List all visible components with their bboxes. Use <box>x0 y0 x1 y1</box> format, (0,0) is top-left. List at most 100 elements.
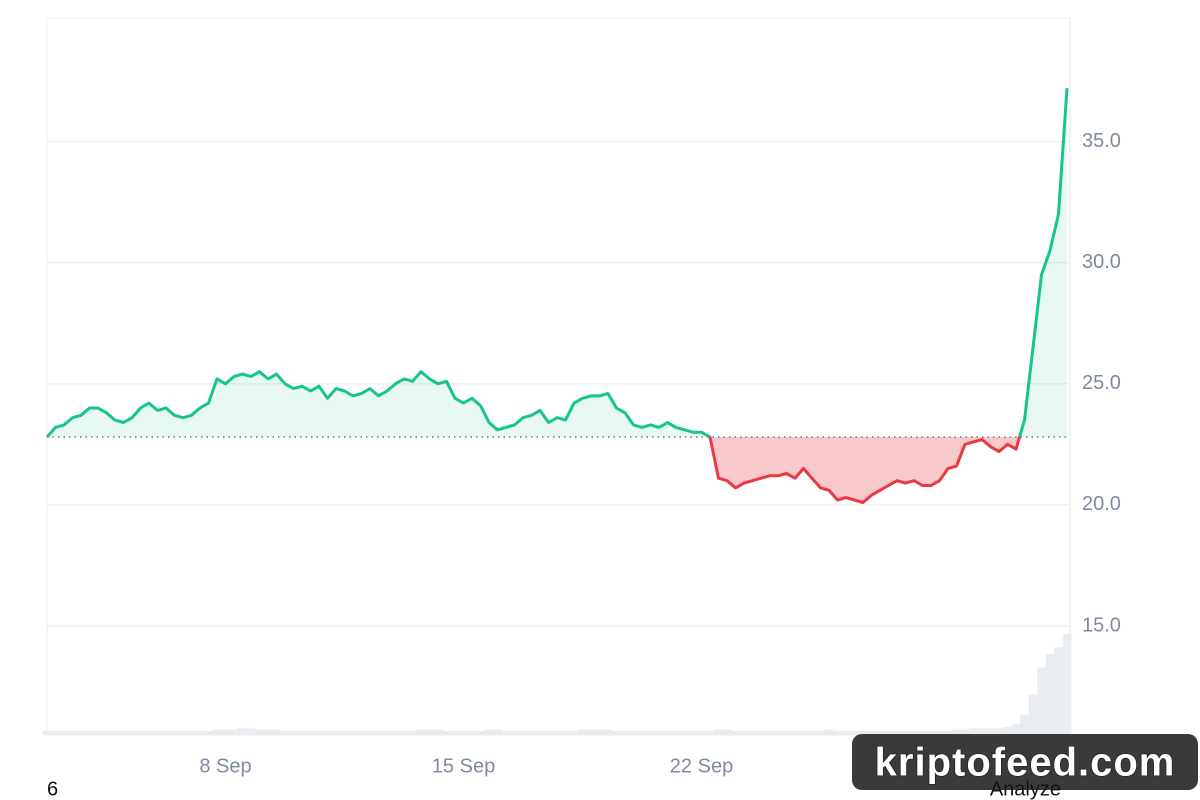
volume-bar <box>994 728 1004 735</box>
volume-bar <box>187 730 197 735</box>
volume-bar <box>935 730 945 735</box>
volume-bar <box>68 730 78 735</box>
volume-bar <box>238 728 248 735</box>
x-tick-label: 22 Sep <box>670 755 733 777</box>
volume-bar <box>790 730 800 735</box>
volume-bar <box>909 730 919 735</box>
volume-bar <box>518 730 528 735</box>
volume-bar <box>858 730 868 735</box>
volume-bar <box>765 730 775 735</box>
footer-left: 6 <box>47 778 58 800</box>
price-line-up <box>45 88 1069 438</box>
volume-bar <box>841 730 851 735</box>
volume-bar <box>365 730 375 735</box>
volume-bar <box>161 730 171 735</box>
y-tick-label: 30.0 <box>1082 251 1121 273</box>
volume-bar <box>926 730 936 735</box>
volume-bar <box>595 729 605 735</box>
volume-bar <box>824 729 834 735</box>
volume-bar <box>773 730 783 735</box>
volume-bar <box>561 730 571 735</box>
volume-bar <box>289 730 299 735</box>
volume-bar <box>527 730 537 735</box>
volume-bar <box>637 730 647 735</box>
volume-bar <box>85 730 95 735</box>
volume-bar <box>127 730 137 735</box>
volume-bar <box>680 730 690 735</box>
volume-bar <box>867 730 877 735</box>
volume-bar <box>663 730 673 735</box>
volume-bar <box>204 730 214 735</box>
volume-bar <box>688 730 698 735</box>
volume-bar <box>952 729 962 735</box>
volume-bar <box>59 730 69 735</box>
volume-bar <box>1037 667 1047 735</box>
volume-bar <box>263 729 273 735</box>
volume-bar <box>144 730 154 735</box>
watermark-box <box>852 734 1198 790</box>
volume-bar <box>578 729 588 735</box>
volume-bar <box>1028 694 1038 735</box>
volume-bar <box>136 730 146 735</box>
volume-bar <box>884 730 894 735</box>
volume-bar <box>722 729 732 735</box>
volume-bar <box>408 730 418 735</box>
y-tick-label: 35.0 <box>1082 130 1121 152</box>
volume-bar <box>544 730 554 735</box>
volume-bar <box>246 728 256 735</box>
volume-bar <box>654 730 664 735</box>
y-tick-label: 15.0 <box>1082 614 1121 636</box>
volume-bar <box>331 730 341 735</box>
volume-bar <box>816 730 826 735</box>
volume-bar <box>731 730 741 735</box>
volume-bar <box>348 730 358 735</box>
volume-bar <box>986 728 996 735</box>
volume-bar <box>705 730 715 735</box>
volume-bar <box>1054 647 1064 735</box>
volume-bar <box>671 730 681 735</box>
volume-bar <box>901 730 911 735</box>
volume-bar <box>1003 726 1013 735</box>
volume-bar <box>280 730 290 735</box>
volume-bar <box>1011 724 1021 735</box>
volume-bar <box>739 730 749 735</box>
area-down <box>47 437 1020 503</box>
volume-bar <box>272 729 282 735</box>
volume-bar <box>1020 714 1030 735</box>
volume-bar <box>782 730 792 735</box>
y-tick-label: 20.0 <box>1082 493 1121 515</box>
volume-bar <box>875 730 885 735</box>
volume-bar <box>552 730 562 735</box>
volume-bar <box>799 730 809 735</box>
volume-bar <box>459 730 469 735</box>
volume-bar <box>476 730 486 735</box>
volume-bar <box>119 730 129 735</box>
x-tick-label: 15 Sep <box>432 755 495 777</box>
volume-bar <box>306 730 316 735</box>
watermark: kriptofeed.com <box>875 741 1176 785</box>
volume-bar <box>425 729 435 735</box>
volume-bar <box>467 730 477 735</box>
volume-bar <box>450 730 460 735</box>
footer-right[interactable]: Analyze <box>990 778 1061 800</box>
volume-bar <box>892 730 902 735</box>
price-line-down <box>46 437 1022 504</box>
volume-bar <box>629 730 639 735</box>
volume-bar <box>603 729 613 735</box>
volume-bar <box>399 730 409 735</box>
volume-bar <box>110 730 120 735</box>
volume-bar <box>850 730 860 735</box>
volume-bar <box>484 729 494 735</box>
volume-bar <box>314 730 324 735</box>
volume-bar <box>535 730 545 735</box>
volume-bar <box>195 730 205 735</box>
volume-bar <box>918 730 928 735</box>
volume-bar <box>76 730 86 735</box>
volume-bar <box>501 730 511 735</box>
volume-bar <box>323 730 333 735</box>
volume-bar <box>229 729 239 735</box>
x-tick-label: 8 Sep <box>199 755 251 777</box>
volume-bar <box>357 730 367 735</box>
